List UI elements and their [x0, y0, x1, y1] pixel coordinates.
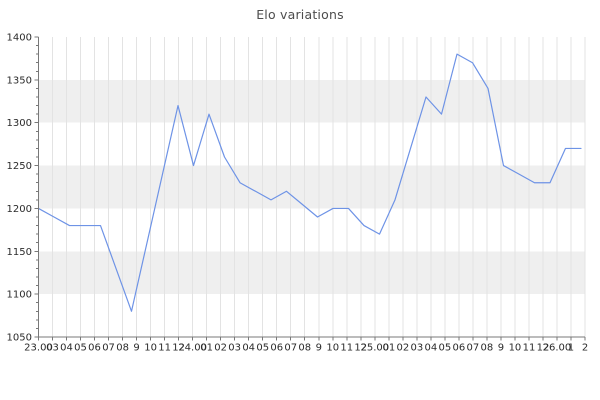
x-tick-label: 05 [256, 343, 269, 354]
plot-bands [38, 79, 585, 295]
x-tick-label: 04 [242, 343, 255, 354]
y-tick-label: 1400 [7, 33, 32, 44]
x-tick-label: 2 [582, 343, 588, 354]
x-tick-label: 03 [410, 343, 423, 354]
x-tick-label: 9 [316, 343, 322, 354]
x-tick-label: 01 [200, 343, 213, 354]
x-tick-label: 08 [481, 343, 494, 354]
x-tick-label: 06 [88, 343, 101, 354]
x-tick-label: 10 [144, 343, 157, 354]
x-tick-label: 02 [214, 343, 227, 354]
x-tick-label: 10 [509, 343, 522, 354]
x-tick-label: 02 [396, 343, 409, 354]
x-tick-label: 07 [284, 343, 297, 354]
x-tick-label: 11 [523, 343, 536, 354]
x-tick-label: 07 [102, 343, 115, 354]
x-tick-label: 04 [424, 343, 437, 354]
y-tick-label: 1100 [7, 290, 32, 301]
x-tick-label: 07 [467, 343, 480, 354]
x-tick-label: 25.00 [360, 343, 389, 354]
x-tick-label: 1 [568, 343, 574, 354]
series-lines [37, 53, 582, 312]
x-tick-label: 05 [74, 343, 87, 354]
y-tick-label: 1250 [7, 161, 32, 172]
y-tick-label: 1150 [7, 247, 32, 258]
shaded-band [38, 251, 585, 295]
x-tick-label: 12 [537, 343, 550, 354]
x-tick-label: 08 [116, 343, 129, 354]
x-tick-label: 23.00 [24, 343, 53, 354]
x-tick-label: 06 [270, 343, 283, 354]
x-tick-label: 9 [498, 343, 504, 354]
x-tick-label: 03 [46, 343, 59, 354]
x-tick-label: 05 [439, 343, 452, 354]
shaded-band [38, 79, 585, 123]
x-tick-label: 03 [228, 343, 241, 354]
x-tick-label: 11 [158, 343, 171, 354]
x-tick-label: 12 [354, 343, 367, 354]
x-tick-label: 26.00 [543, 343, 572, 354]
y-tick-label: 1350 [7, 75, 32, 86]
x-tick-label: 04 [60, 343, 73, 354]
x-tick-label: 12 [172, 343, 185, 354]
x-tick-label: 01 [382, 343, 395, 354]
y-tick-label: 1200 [7, 204, 32, 215]
chart-title: Elo variations [256, 7, 344, 22]
y-axis-ticks-labels: 1050 1100 1150 1200 1250 1300 1350 1400 [7, 33, 39, 344]
x-tick-label: 9 [133, 343, 139, 354]
x-tick-label: 08 [298, 343, 311, 354]
x-tick-label: 06 [453, 343, 466, 354]
y-axis-minor-ticks [36, 45, 39, 329]
elo-line [37, 53, 582, 312]
axes [38, 37, 585, 338]
y-tick-label: 1050 [7, 333, 32, 344]
x-tick-label: 11 [340, 343, 353, 354]
shaded-band [38, 165, 585, 209]
vertical-gridlines [52, 37, 586, 337]
x-tick-label: 24.00 [178, 343, 207, 354]
x-tick-label: 10 [326, 343, 339, 354]
y-tick-label: 1300 [7, 118, 32, 129]
